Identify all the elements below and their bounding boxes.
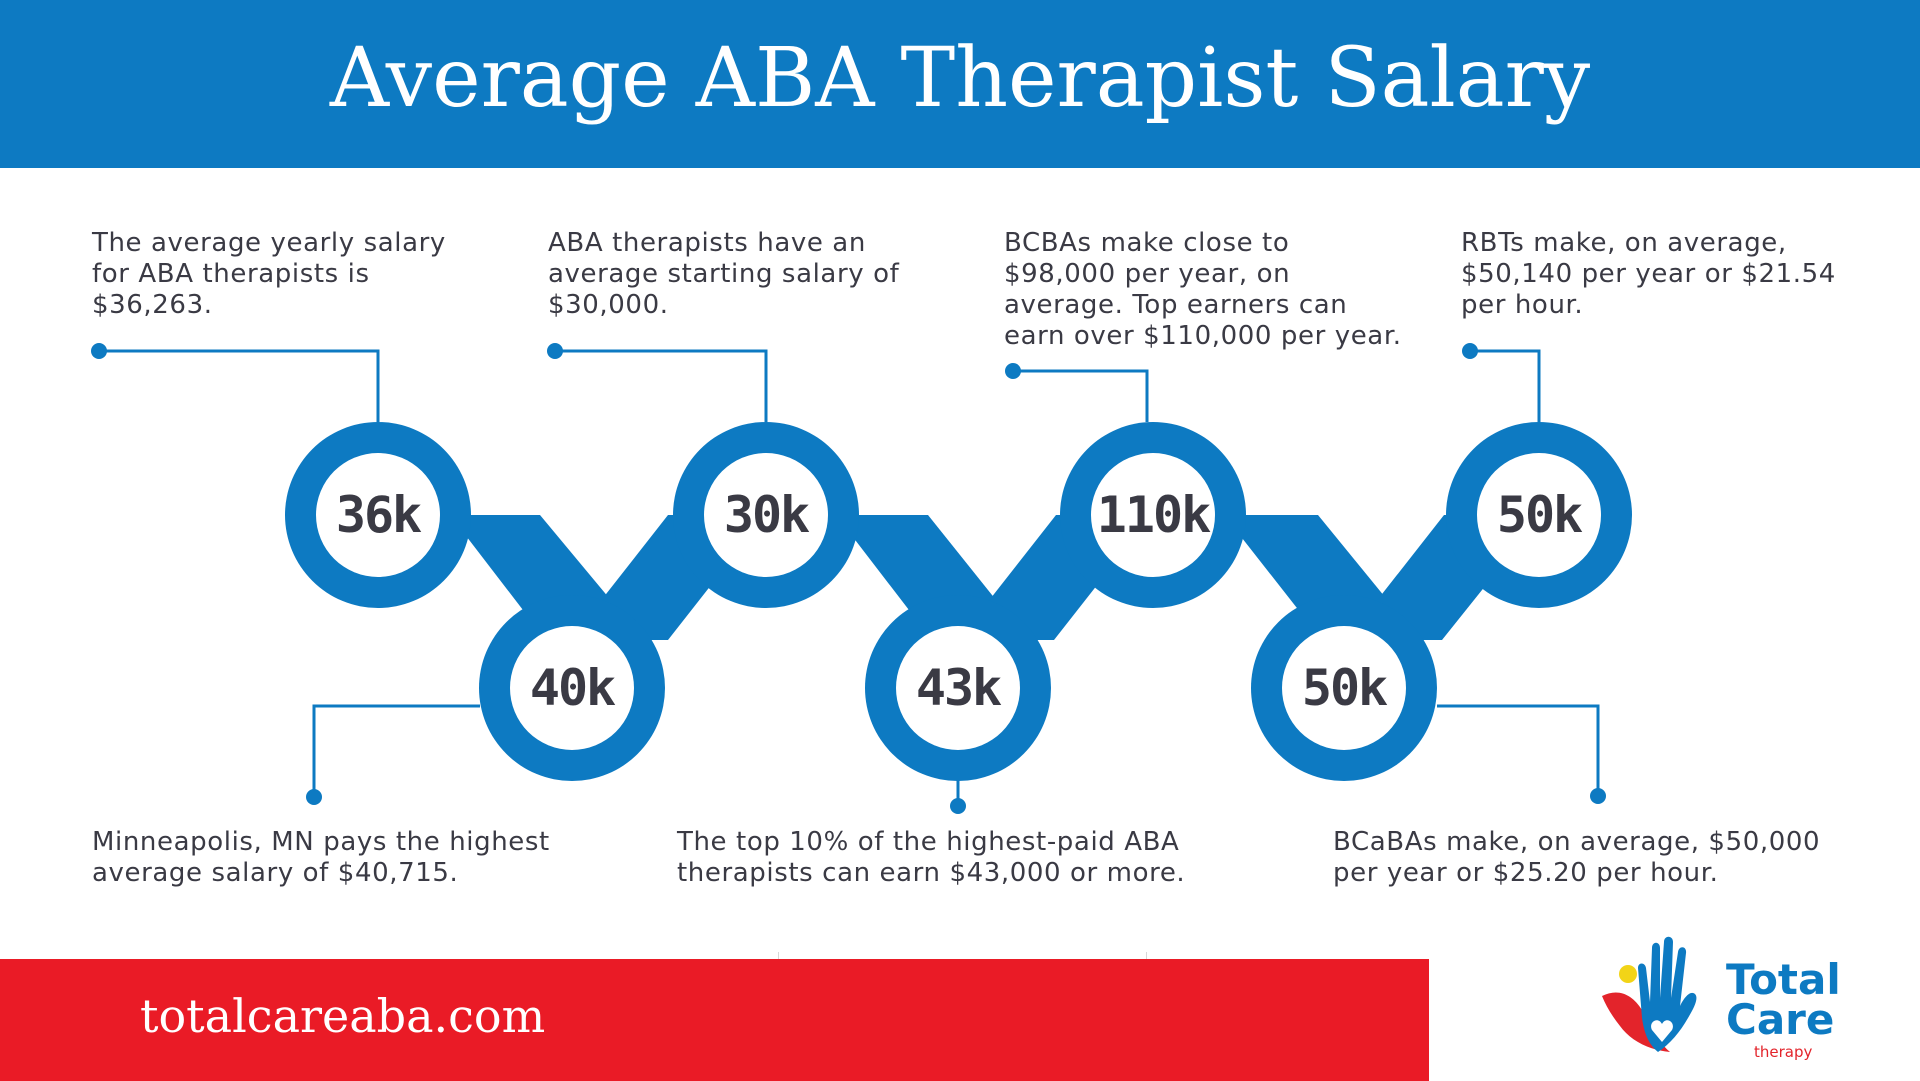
- divider: [1146, 952, 1147, 960]
- stat-text-starting-salary: ABA therapists have an average starting …: [548, 228, 900, 320]
- hands-heart-logo-icon: [1602, 936, 1697, 1052]
- inner-circle: [1091, 453, 1215, 577]
- connector-dot: [1005, 363, 1021, 379]
- logo-word-total: Total: [1726, 955, 1841, 1004]
- website-link[interactable]: totalcareaba.com: [140, 989, 546, 1043]
- value-40k: 40k: [529, 659, 616, 717]
- value-30k: 30k: [723, 486, 810, 544]
- connector-dot: [91, 343, 107, 359]
- connector-line: [312, 704, 480, 797]
- inner-circle: [316, 453, 440, 577]
- stat-text-top-10-percent: The top 10% of the highest-paid ABA ther…: [677, 827, 1186, 888]
- inner-circle: [1282, 626, 1406, 750]
- connector-dot: [306, 789, 322, 805]
- stat-text-minneapolis: Minneapolis, MN pays the highest average…: [92, 827, 550, 888]
- inner-circle: [510, 626, 634, 750]
- logo-word-therapy: therapy: [1754, 1043, 1813, 1061]
- total-care-logo: Total Care therapy: [1598, 928, 1858, 1068]
- connector-line: [555, 349, 768, 422]
- connector-dot: [547, 343, 563, 359]
- value-43k: 43k: [915, 659, 1002, 717]
- inner-circle: [704, 453, 828, 577]
- footer-banner: [0, 959, 1429, 1081]
- value-50k-rbt: 50k: [1496, 486, 1583, 544]
- divider: [778, 952, 779, 960]
- logo-word-care: Care: [1726, 995, 1835, 1044]
- header-banner: [0, 0, 1920, 168]
- stat-text-bcba: BCBAs make close to $98,000 per year, on…: [1004, 228, 1402, 351]
- connector-dot: [950, 798, 966, 814]
- stat-text-rbt: RBTs make, on average, $50,140 per year …: [1461, 228, 1836, 320]
- stat-text-bcaba: BCaBAs make, on average, $50,000 per yea…: [1333, 827, 1821, 888]
- connector-line: [99, 349, 380, 422]
- connector-dot: [1462, 343, 1478, 359]
- connector-line: [1470, 349, 1541, 422]
- value-110k: 110k: [1096, 486, 1211, 544]
- connector-line: [1013, 369, 1149, 422]
- value-50k-bcaba: 50k: [1301, 659, 1388, 717]
- inner-circle: [1477, 453, 1601, 577]
- connector-line: [1437, 704, 1600, 796]
- stat-text-average-salary: The average yearly salary for ABA therap…: [92, 228, 446, 320]
- value-36k: 36k: [335, 486, 422, 544]
- inner-circle: [896, 626, 1020, 750]
- page-title: Average ABA Therapist Salary: [329, 31, 1591, 126]
- connector-dot: [1590, 788, 1606, 804]
